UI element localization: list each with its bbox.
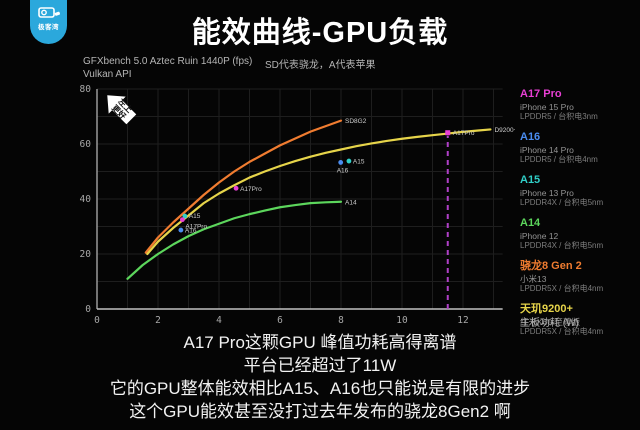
efficiency-chart: 0 2 4 6 8 10 12 0 20 40 60 80 SD8G2 D9200+ A14 A15 A17Pr… — [80, 84, 515, 326]
data-point-label: A15 — [353, 159, 365, 166]
data-point-A15 — [346, 158, 352, 164]
top-left-better-arrow-icon — [107, 95, 137, 125]
y-tick-label: 60 — [80, 139, 92, 150]
data-point-A16 — [178, 227, 184, 233]
legend-memory: LPDDR4X / 台积电5nm — [520, 198, 604, 207]
legend-chip-name: A17 Pro — [520, 88, 562, 100]
legend-item-sd8gen2: 骁龙8 Gen 2 小米13 LPDDR5X / 台积电4nm — [520, 260, 638, 294]
y-tick-label: 40 — [80, 194, 92, 205]
y-tick-label: 0 — [85, 304, 91, 315]
channel-logo: 极客湾 — [30, 0, 67, 44]
commentary-line: 它的GPU整体能效相比A15、A16也只能说是有限的进步 — [109, 379, 531, 398]
data-point-label: A16 — [337, 167, 349, 174]
curve-D9200+ — [146, 128, 492, 256]
data-point-label: A17Pro — [185, 224, 207, 231]
y-tick-label: 80 — [80, 84, 92, 95]
legend-memory: LPDDR5 / 台积电3nm — [520, 112, 598, 121]
data-point-A16 — [338, 160, 344, 165]
benchmark-line1: GFXbench 5.0 Aztec Ruin 1440P (fps) — [83, 56, 253, 67]
legend-memory: LPDDR4X / 台积电5nm — [520, 241, 604, 250]
x-tick-label: 12 — [457, 315, 468, 326]
data-point-label: A17Pro — [453, 130, 475, 137]
legend-device: 红米K60 至尊版 — [520, 317, 580, 327]
data-point-A17Pro — [233, 185, 239, 191]
legend-chip-name: 骁龙8 Gen 2 — [520, 260, 582, 272]
data-point-label: A15 — [189, 213, 201, 220]
x-tick-label: 0 — [94, 315, 100, 326]
curve-A14 — [126, 200, 343, 280]
curve-SD8G2 — [144, 119, 343, 254]
data-point-label: A17Pro — [240, 186, 262, 193]
legend-memory: LPDDR5X / 台积电4nm — [520, 327, 604, 336]
legend-memory: LPDDR5X / 台积电4nm — [520, 284, 604, 293]
curve-end-label: A14 — [345, 199, 357, 206]
legend-device: iPhone 15 Pro — [520, 102, 574, 112]
legend-device: iPhone 13 Pro — [520, 188, 574, 198]
abbreviation-note: SD代表骁龙，A代表苹果 — [265, 60, 376, 71]
x-tick-label: 6 — [277, 315, 283, 326]
legend-device: iPhone 12 — [520, 231, 559, 241]
x-tick-label: 8 — [338, 315, 344, 326]
legend-chip-name: A15 — [520, 174, 541, 186]
benchmark-line2: Vulkan API — [83, 69, 132, 80]
x-axis-label: 主板功耗 (W) — [520, 318, 579, 329]
commentary-line: A17 Pro这颗GPU 峰值功耗高得离谱 — [183, 333, 457, 352]
camera-icon — [37, 7, 60, 18]
legend-chip-name: A14 — [520, 217, 541, 229]
y-tick-label: 20 — [80, 249, 92, 260]
legend-chip-name: 天玑9200+ — [520, 303, 573, 315]
legend-item-a17pro: A17 Pro iPhone 15 Pro LPDDR5 / 台积电3nm — [520, 88, 638, 122]
curve-end-label: SD8G2 — [345, 118, 367, 125]
legend-memory: LPDDR5 / 台积电4nm — [520, 155, 598, 164]
legend-item-d9200plus: 天玑9200+ 红米K60 至尊版 LPDDR5X / 台积电4nm — [520, 303, 638, 337]
commentary-line: 平台已经超过了11W — [243, 356, 397, 375]
x-tick-label: 2 — [155, 315, 161, 326]
legend-item-a14: A14 iPhone 12 LPDDR4X / 台积电5nm — [520, 217, 638, 251]
chip-legend: A17 Pro iPhone 15 Pro LPDDR5 / 台积电3nm A1… — [520, 88, 638, 346]
legend-chip-name: A16 — [520, 131, 541, 143]
benchmark-caption: GFXbench 5.0 Aztec Ruin 1440P (fps) Vulk… — [83, 55, 252, 81]
legend-item-a15: A15 iPhone 13 Pro LPDDR4X / 台积电5nm — [520, 174, 638, 208]
commentary: A17 Pro这颗GPU 峰值功耗高得离谱 平台已经超过了11W 它的GPU整体… — [0, 331, 640, 423]
commentary-line: 这个GPU能效甚至没打过去年发布的骁龙8Gen2 啊 — [129, 402, 511, 421]
curve-end-label: D9200+ — [494, 127, 515, 134]
x-tick-label: 10 — [396, 315, 408, 326]
legend-item-a16: A16 iPhone 14 Pro LPDDR5 / 台积电4nm — [520, 131, 638, 165]
data-point-label: A16 — [185, 228, 197, 235]
legend-device: 小米13 — [520, 274, 547, 284]
x-tick-label: 4 — [216, 315, 222, 326]
legend-device: iPhone 14 Pro — [520, 145, 574, 155]
data-point-A15 — [182, 213, 188, 219]
page-title: 能效曲线-GPU负载 — [191, 17, 449, 49]
data-point-A17Pro — [180, 217, 185, 223]
channel-name: 极客湾 — [38, 24, 59, 31]
data-point-A17Pro — [445, 130, 451, 136]
